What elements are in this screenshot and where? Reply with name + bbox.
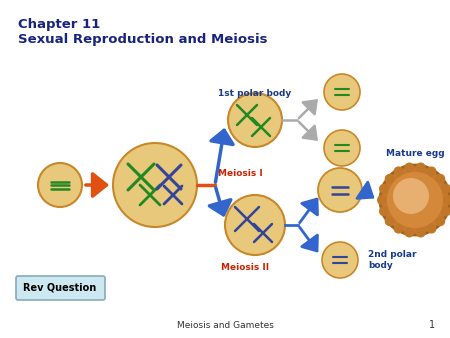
Circle shape [324, 74, 360, 110]
Circle shape [379, 206, 389, 216]
Text: Meiosis I: Meiosis I [218, 169, 263, 178]
Circle shape [393, 166, 404, 176]
Circle shape [416, 163, 426, 172]
Circle shape [228, 93, 282, 147]
Circle shape [393, 223, 404, 234]
Circle shape [435, 174, 446, 184]
Circle shape [385, 174, 395, 184]
Circle shape [38, 163, 82, 207]
Circle shape [380, 165, 450, 235]
Circle shape [387, 172, 443, 228]
Circle shape [324, 130, 360, 166]
Circle shape [427, 223, 436, 234]
Circle shape [441, 184, 450, 194]
Text: 2nd polar
body: 2nd polar body [368, 250, 417, 270]
Circle shape [385, 216, 395, 226]
Text: Meiosis II: Meiosis II [221, 263, 269, 272]
Circle shape [435, 216, 446, 226]
Circle shape [443, 195, 450, 205]
Circle shape [404, 227, 414, 238]
Text: Chapter 11: Chapter 11 [18, 18, 100, 31]
Text: Sexual Reproduction and Meiosis: Sexual Reproduction and Meiosis [18, 33, 267, 46]
Circle shape [113, 143, 197, 227]
Circle shape [225, 195, 285, 255]
Text: 1: 1 [429, 320, 435, 330]
Text: Mature egg: Mature egg [386, 149, 444, 158]
Circle shape [393, 178, 429, 214]
Circle shape [441, 206, 450, 216]
Circle shape [379, 184, 389, 194]
Circle shape [404, 163, 414, 172]
Circle shape [416, 227, 426, 238]
Circle shape [322, 242, 358, 278]
Circle shape [427, 166, 436, 176]
Text: 1st polar body: 1st polar body [218, 89, 292, 98]
FancyBboxPatch shape [16, 276, 105, 300]
Circle shape [377, 195, 387, 205]
Circle shape [318, 168, 362, 212]
Text: Rev Question: Rev Question [23, 283, 97, 293]
Text: Meiosis and Gametes: Meiosis and Gametes [176, 321, 274, 330]
